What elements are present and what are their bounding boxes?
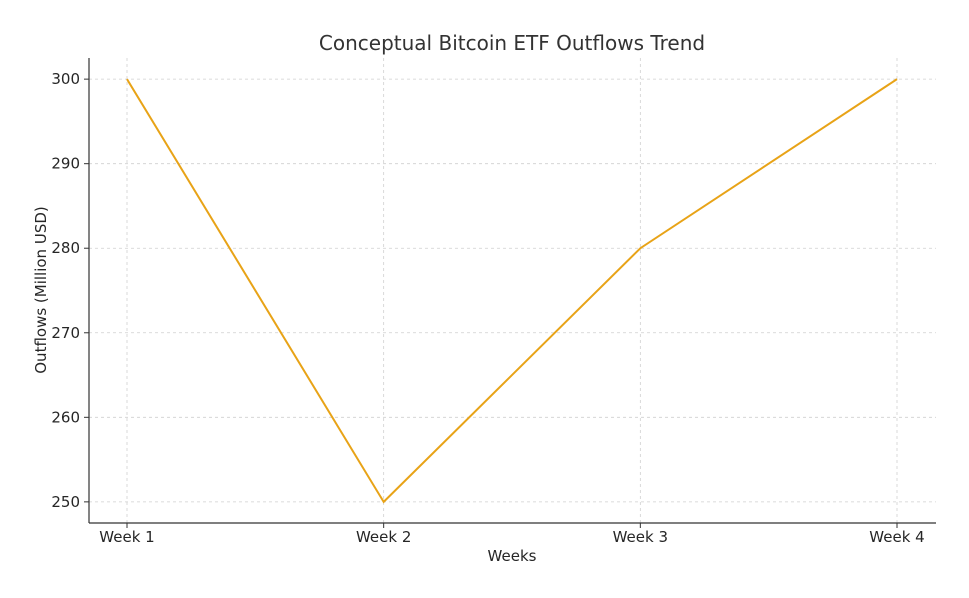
x-tick-label: Week 1 xyxy=(99,528,154,546)
y-tick-label: 270 xyxy=(51,324,80,342)
x-ticks: Week 1 Week 2 Week 3 Week 4 xyxy=(99,523,925,546)
x-axis-label: Weeks xyxy=(488,547,537,565)
x-tick-label: Week 3 xyxy=(613,528,668,546)
y-tick-label: 260 xyxy=(51,408,80,426)
y-tick-label: 300 xyxy=(51,70,80,88)
x-tick-label: Week 4 xyxy=(869,528,924,546)
y-axis-label: Outflows (Million USD) xyxy=(32,206,50,374)
chart-title: Conceptual Bitcoin ETF Outflows Trend xyxy=(319,31,705,55)
x-tick-label: Week 2 xyxy=(356,528,411,546)
series-line xyxy=(126,78,898,504)
series-line-group xyxy=(126,78,898,504)
y-ticks: 250 260 270 280 290 300 xyxy=(51,70,89,511)
y-tick-label: 280 xyxy=(51,239,80,257)
y-tick-label: 250 xyxy=(51,493,80,511)
y-tick-label: 290 xyxy=(51,155,80,173)
grid xyxy=(89,58,936,523)
